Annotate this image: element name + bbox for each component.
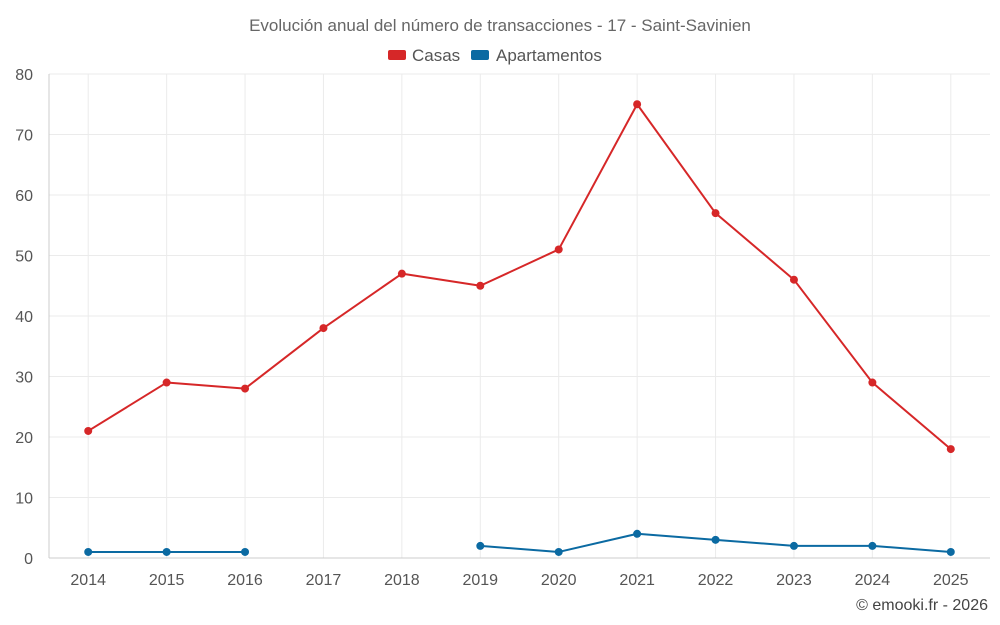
data-point-apartamentos[interactable] xyxy=(711,535,720,544)
data-point-casas[interactable] xyxy=(946,445,955,454)
x-tick-label: 2019 xyxy=(462,572,498,589)
x-tick-label: 2021 xyxy=(619,572,655,589)
series-line-casas xyxy=(87,103,952,450)
grid xyxy=(49,73,990,558)
legend-item-casas[interactable]: Casas xyxy=(388,46,460,65)
y-tick-label: 40 xyxy=(15,309,33,326)
x-tick-label: 2024 xyxy=(855,572,891,589)
x-tick-label: 2014 xyxy=(70,572,106,589)
data-point-apartamentos[interactable] xyxy=(554,547,563,556)
y-tick-label: 30 xyxy=(15,370,33,387)
legend-swatch-casas xyxy=(388,50,406,60)
data-point-casas[interactable] xyxy=(633,100,642,109)
x-tick-label: 2015 xyxy=(149,572,185,589)
data-point-casas[interactable] xyxy=(241,384,250,393)
data-point-apartamentos[interactable] xyxy=(789,541,798,550)
x-tick-label: 2020 xyxy=(541,572,577,589)
x-tick-label: 2023 xyxy=(776,572,812,589)
data-point-apartamentos[interactable] xyxy=(241,547,250,556)
credit-text: © emooki.fr - 2026 xyxy=(856,597,988,614)
legend-label-apartamentos: Apartamentos xyxy=(496,46,602,65)
data-point-apartamentos[interactable] xyxy=(633,529,642,538)
data-point-casas[interactable] xyxy=(397,269,406,278)
data-point-casas[interactable] xyxy=(162,378,171,387)
data-point-casas[interactable] xyxy=(476,281,485,290)
series-apartamentos xyxy=(84,529,955,556)
data-point-casas[interactable] xyxy=(789,275,798,284)
chart-title: Evolución anual del número de transaccio… xyxy=(249,16,751,35)
data-point-casas[interactable] xyxy=(319,324,328,333)
y-tick-label: 80 xyxy=(15,67,33,84)
legend-label-casas: Casas xyxy=(412,46,460,65)
data-point-casas[interactable] xyxy=(868,378,877,387)
data-point-apartamentos[interactable] xyxy=(162,547,171,556)
y-tick-label: 20 xyxy=(15,430,33,447)
legend: Casas Apartamentos xyxy=(388,46,602,65)
axes: 0 10 20 30 40 50 60 70 80 2014 2015 2016 2017 2018 201… xyxy=(15,67,990,589)
data-point-apartamentos[interactable] xyxy=(946,547,955,556)
x-tick-label: 2017 xyxy=(306,572,342,589)
data-point-apartamentos[interactable] xyxy=(84,547,93,556)
legend-item-apartamentos[interactable]: Apartamentos xyxy=(471,46,602,65)
x-tick-label: 2022 xyxy=(698,572,734,589)
series xyxy=(84,100,955,556)
data-point-casas[interactable] xyxy=(711,209,720,218)
legend-swatch-apartamentos xyxy=(471,50,489,60)
y-tick-label: 70 xyxy=(15,128,33,145)
x-tick-label: 2025 xyxy=(933,572,969,589)
data-point-casas[interactable] xyxy=(84,426,93,435)
series-casas xyxy=(84,100,955,454)
data-point-casas[interactable] xyxy=(554,245,563,254)
y-tick-label: 60 xyxy=(15,188,33,205)
y-tick-label: 50 xyxy=(15,249,33,266)
data-point-apartamentos[interactable] xyxy=(476,541,485,550)
x-tick-label: 2016 xyxy=(227,572,263,589)
x-tick-label: 2018 xyxy=(384,572,420,589)
y-tick-label: 0 xyxy=(24,551,33,568)
data-point-apartamentos[interactable] xyxy=(868,541,877,550)
y-tick-label: 10 xyxy=(15,491,33,508)
